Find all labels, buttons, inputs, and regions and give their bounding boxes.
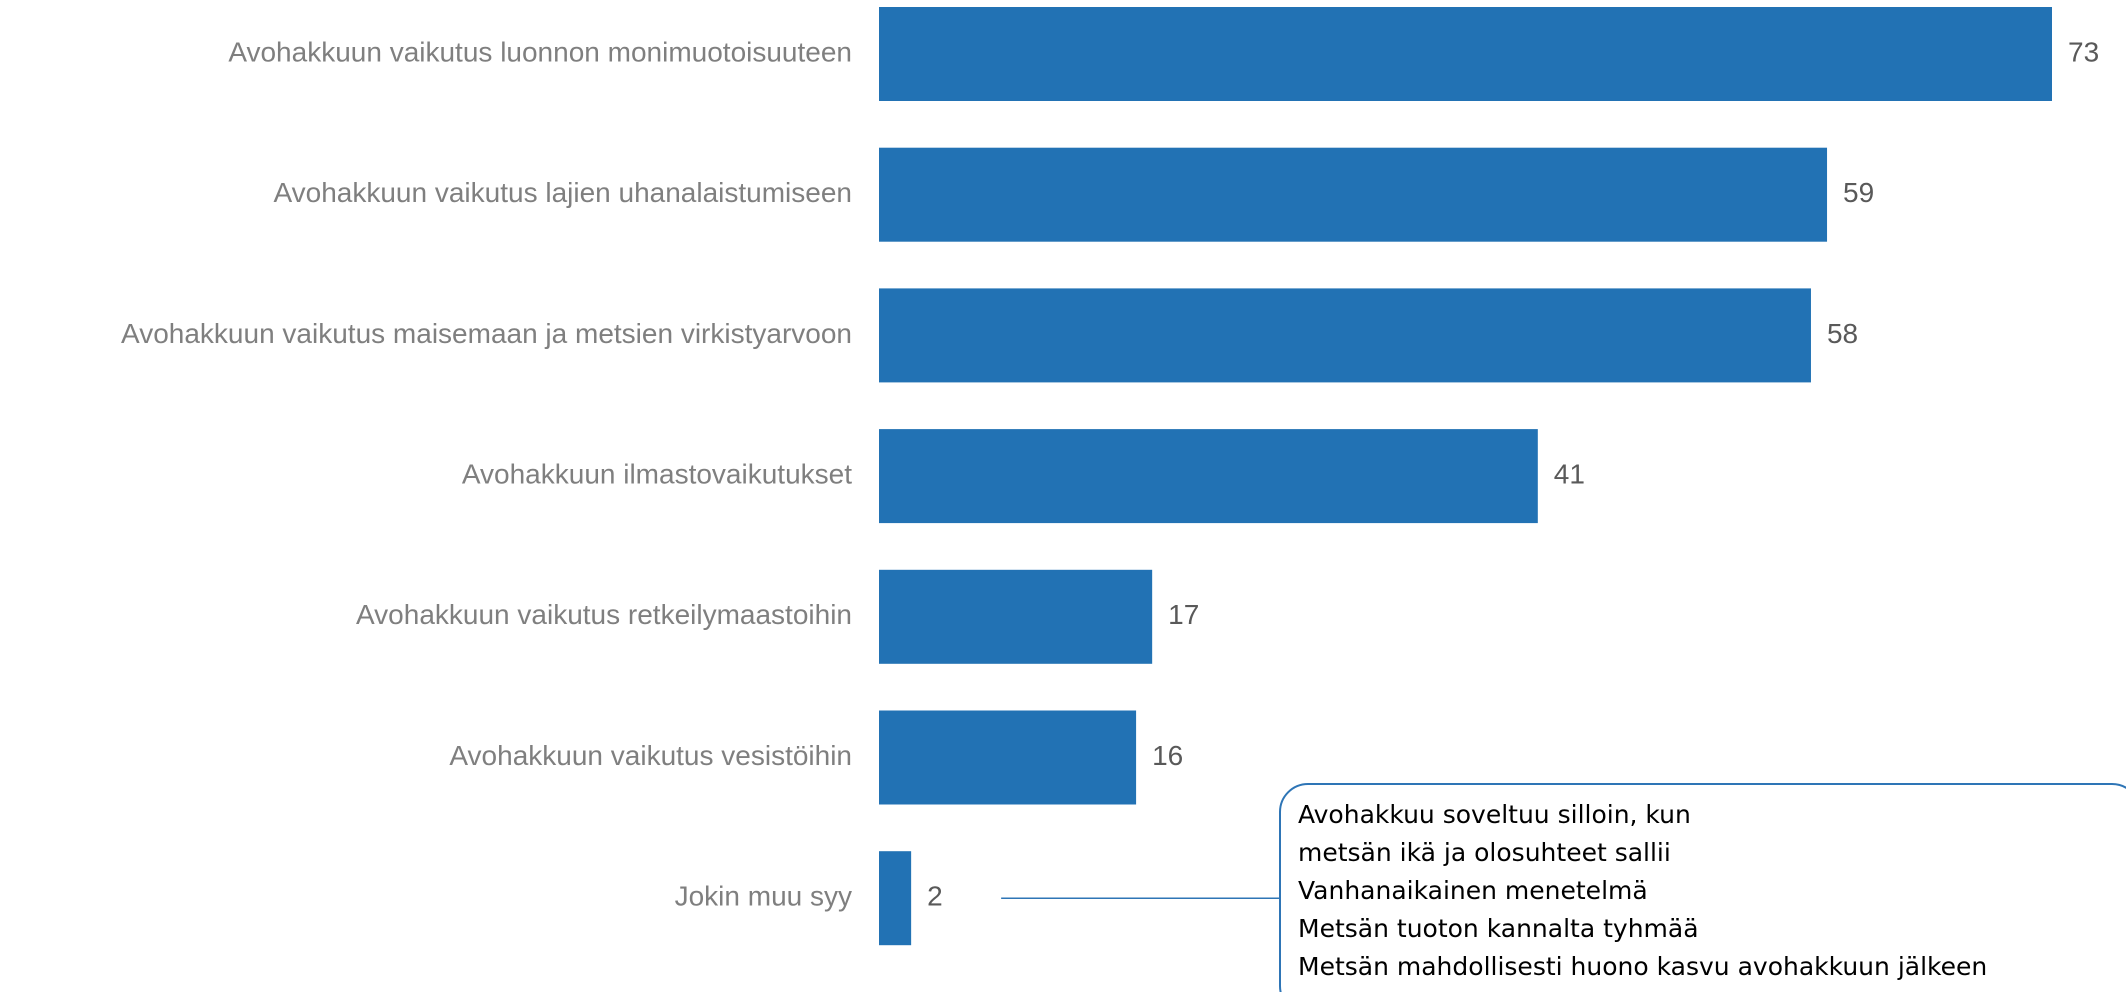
value-label: 73 [2068,36,2099,67]
category-label: Avohakkuun vaikutus lajien uhanalaistumi… [273,177,852,208]
value-label: 16 [1152,740,1183,771]
value-label: 17 [1168,599,1199,630]
value-label: 58 [1827,318,1858,349]
category-label: Avohakkuun vaikutus maisemaan ja metsien… [121,318,852,349]
bar [879,710,1137,805]
bar [879,569,1153,664]
value-label: 2 [927,881,943,912]
category-label: Avohakkuun vaikutus luonnon monimuotoisu… [228,36,852,67]
annotation-line: metsän ikä ja olosuhteet sallii [1298,838,1671,867]
bar [879,147,1828,242]
bar [879,288,1811,383]
annotation-line: Metsän mahdollisesti huono kasvu avohakk… [1298,952,1987,981]
category-label: Avohakkuun vaikutus vesistöihin [449,740,852,771]
category-label: Avohakkuun ilmastovaikutukset [462,458,852,489]
annotation-line: Metsän tuoton kannalta tyhmää [1298,914,1699,943]
bar [879,429,1538,524]
bar [879,851,912,946]
category-label: Avohakkuun vaikutus retkeilymaastoihin [356,599,852,630]
annotation-line: Vanhanaikainen menetelmä [1298,876,1648,905]
annotation-box [1279,783,2126,992]
category-label: Jokin muu syy [675,881,852,912]
annotation-line: Avohakkuu soveltuu silloin, kun [1298,800,1691,829]
value-label: 59 [1843,177,1874,208]
value-label: 41 [1554,458,1585,489]
bar [879,7,2052,101]
